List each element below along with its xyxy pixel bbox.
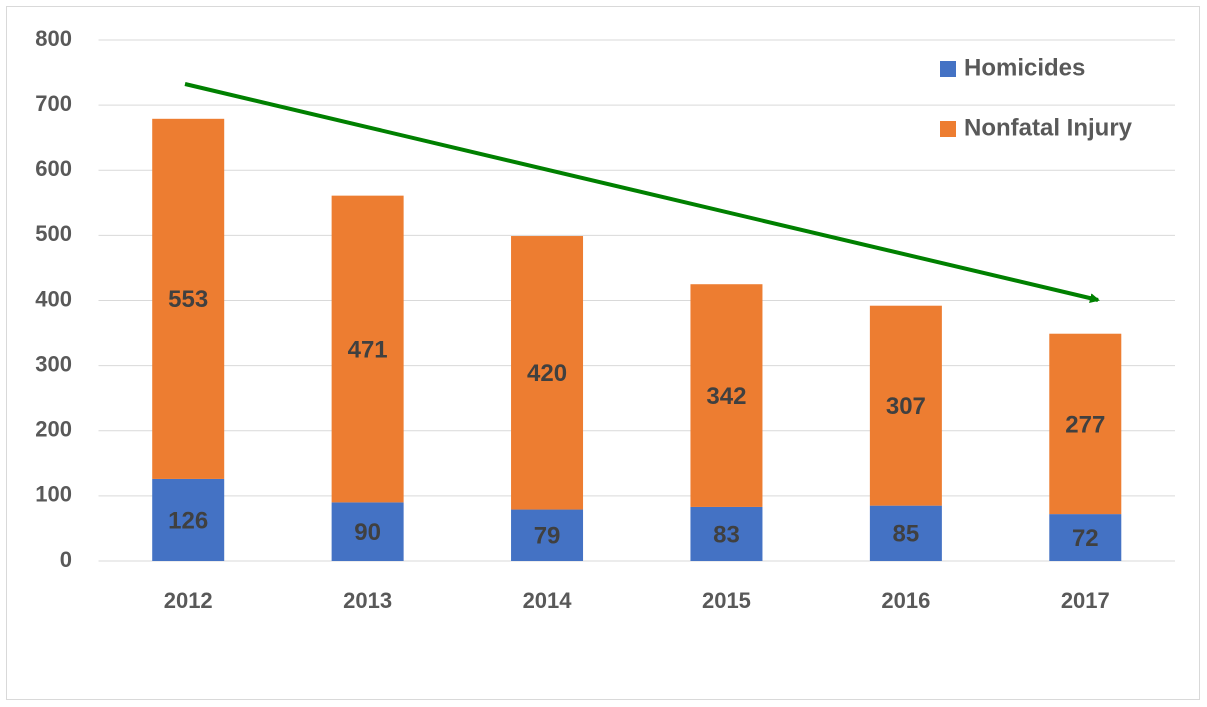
bar-segment — [869, 305, 942, 506]
grid — [98, 39, 1175, 562]
legend-label: Nonfatal Injury — [964, 114, 1133, 141]
data-label: 126 — [168, 507, 208, 534]
data-label: 83 — [713, 521, 740, 548]
x-tick-label: 2013 — [343, 588, 392, 613]
x-tick-label: 2014 — [523, 588, 573, 613]
legend-swatch — [940, 121, 956, 137]
y-tick-label: 500 — [35, 221, 72, 246]
bar-segment — [869, 505, 942, 561]
x-tick-label: 2016 — [881, 588, 930, 613]
y-tick-label: 100 — [35, 482, 72, 507]
bar-segment — [152, 478, 225, 561]
bar-segment — [690, 284, 763, 507]
data-label: 420 — [527, 360, 567, 387]
bar-segment — [152, 118, 225, 479]
trend-arrow — [184, 82, 1100, 304]
bars — [152, 118, 1122, 561]
data-label: 90 — [354, 519, 381, 546]
y-tick-label: 600 — [35, 156, 72, 181]
data-label: 471 — [348, 336, 388, 363]
data-label: 307 — [886, 393, 926, 420]
legend-swatch — [940, 61, 956, 77]
legend-label: Homicides — [964, 54, 1085, 81]
data-label: 277 — [1065, 411, 1105, 438]
labels: 0 100 200 300 400 500 600 700 800 2012 126 553 2013 9… — [35, 26, 1132, 613]
y-tick-label: 200 — [35, 417, 72, 442]
x-tick-label: 2017 — [1061, 588, 1110, 613]
data-label: 85 — [893, 521, 920, 548]
x-tick-label: 2012 — [164, 588, 213, 613]
y-tick-label: 800 — [35, 26, 72, 51]
data-label: 79 — [534, 523, 561, 550]
bar-segment — [690, 506, 763, 561]
bar-segment — [331, 502, 404, 561]
y-tick-label: 0 — [60, 547, 72, 572]
bar-segment — [511, 509, 584, 561]
y-tick-label: 700 — [35, 91, 72, 116]
y-tick-label: 400 — [35, 286, 72, 311]
bar-segment — [1049, 333, 1122, 515]
bar-segment — [331, 195, 404, 503]
bar-segment — [511, 236, 584, 510]
data-label: 342 — [706, 383, 746, 410]
bar-segment — [1049, 514, 1122, 561]
y-tick-label: 300 — [35, 351, 72, 376]
data-label: 553 — [168, 286, 208, 313]
x-tick-label: 2015 — [702, 588, 751, 613]
data-label: 72 — [1072, 525, 1099, 552]
